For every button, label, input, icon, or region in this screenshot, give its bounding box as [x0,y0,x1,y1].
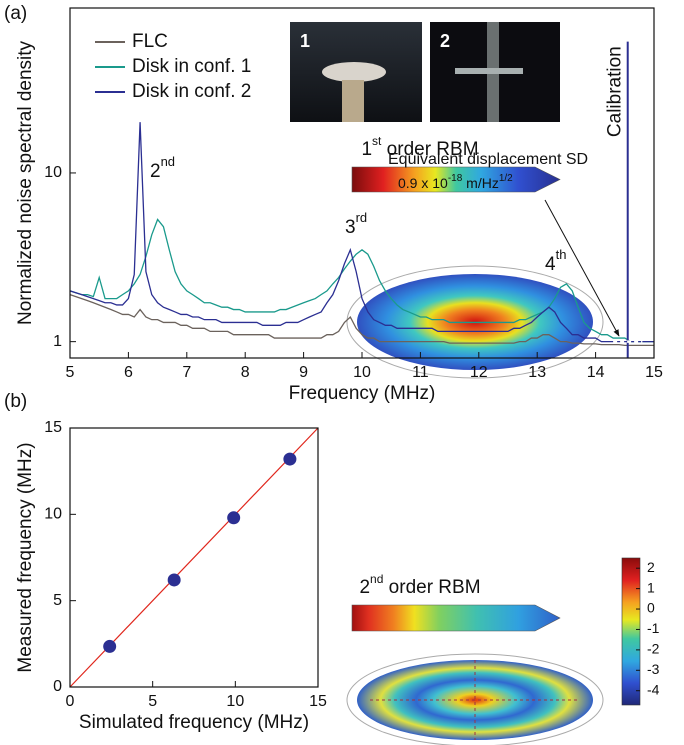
x-tick-label: 15 [645,364,663,381]
sim-title-text: 2 [359,577,370,598]
sim-bar [351,166,561,193]
legend-label: FLC [132,31,168,52]
y-tick-label: 15 [44,419,62,436]
peak-label: 2nd [150,154,175,182]
legend-label: Disk in conf. 1 [132,56,251,77]
sd-note-text: m/Hz [462,175,499,191]
x-tick-label: 12 [470,364,488,381]
legend-label: Disk in conf. 2 [132,81,251,102]
photo-disk [322,62,386,82]
sd-arrow [544,199,620,337]
y-tick-label: 0 [53,678,62,695]
peak-label: 3rd [345,210,367,238]
colorbar [621,557,641,706]
sim-title-text: order RBM [383,577,480,598]
series-line [69,218,654,343]
peak-label-text: 4 [545,254,556,275]
peak-label-text: 2 [150,161,161,182]
colorbar-tick-label: -2 [647,641,660,657]
x-tick-label: 10 [226,693,244,710]
colorbar-tick-label: -4 [647,681,660,697]
x-axis-label: Frequency (MHz) [289,383,436,404]
calibration-label: Calibration [605,46,626,137]
colorbar-tick-label: -1 [647,620,660,636]
x-tick-label: 5 [148,693,157,710]
sd-note: Equivalent displacement SD [388,151,588,168]
sim-title: 1st order RBM [361,134,478,160]
sim-title: 2nd order RBM [359,572,480,598]
sim-title-sup: st [372,134,382,148]
y-axis-label: Measured frequency (MHz) [15,442,36,672]
sd-note-sup: 1/2 [499,173,513,184]
inset-label: 1 [300,31,310,51]
colorbar-tick-label: 2 [647,559,655,575]
x-tick-label: 11 [412,364,429,381]
colorbar-tick-label: 1 [647,579,655,595]
x-tick-label: 7 [182,364,191,381]
peak-label: 4th [545,247,566,275]
x-tick-label: 8 [241,364,250,381]
peak-label-text: 3 [345,217,356,238]
panel-label: (a) [4,3,27,24]
x-tick-label: 9 [299,364,308,381]
sim-title-text: 1 [361,139,372,160]
y-tick-label: 10 [44,164,62,181]
point [103,639,117,653]
sd-note-text: 0.9 x 10 [398,175,448,191]
x-tick-label: 10 [353,364,371,381]
y-tick-label: 1 [53,333,62,350]
colorbar-tick-label: -3 [647,661,660,677]
sim-bar [351,604,561,632]
point [283,452,297,466]
peak-label-sup: th [556,247,567,262]
peak-label-sup: rd [356,210,368,225]
photo-pedestal [342,80,364,122]
x-tick-label: 0 [66,693,75,710]
x-axis-label: Simulated frequency (MHz) [79,712,309,733]
panel-label: (b) [4,391,27,412]
sd-note: 0.9 x 10-18 m/Hz1/2 [398,173,513,191]
x-tick-label: 5 [66,364,75,381]
x-tick-label: 6 [124,364,133,381]
y-axis-label: Normalized noise spectral density [15,40,36,325]
peak-label-sup: nd [161,154,175,169]
series-line [69,294,654,347]
x-tick-label: 15 [309,693,327,710]
sim-title-text: order RBM [381,139,478,160]
point [167,573,181,587]
x-tick-label: 13 [528,364,546,381]
sim-title-sup: nd [370,572,383,586]
plot-frame [69,427,319,688]
inset-label: 2 [440,31,450,51]
photo-disk [455,68,523,74]
y-tick-label: 5 [53,592,62,609]
series-line [69,122,654,343]
y-tick-label: 10 [44,506,62,523]
colorbar-tick-label: 0 [647,600,655,616]
sd-note-sup: -18 [448,173,463,184]
sim-outline [346,265,604,379]
x-tick-label: 14 [587,364,605,381]
sim-outline [346,653,604,745]
point [227,511,241,525]
